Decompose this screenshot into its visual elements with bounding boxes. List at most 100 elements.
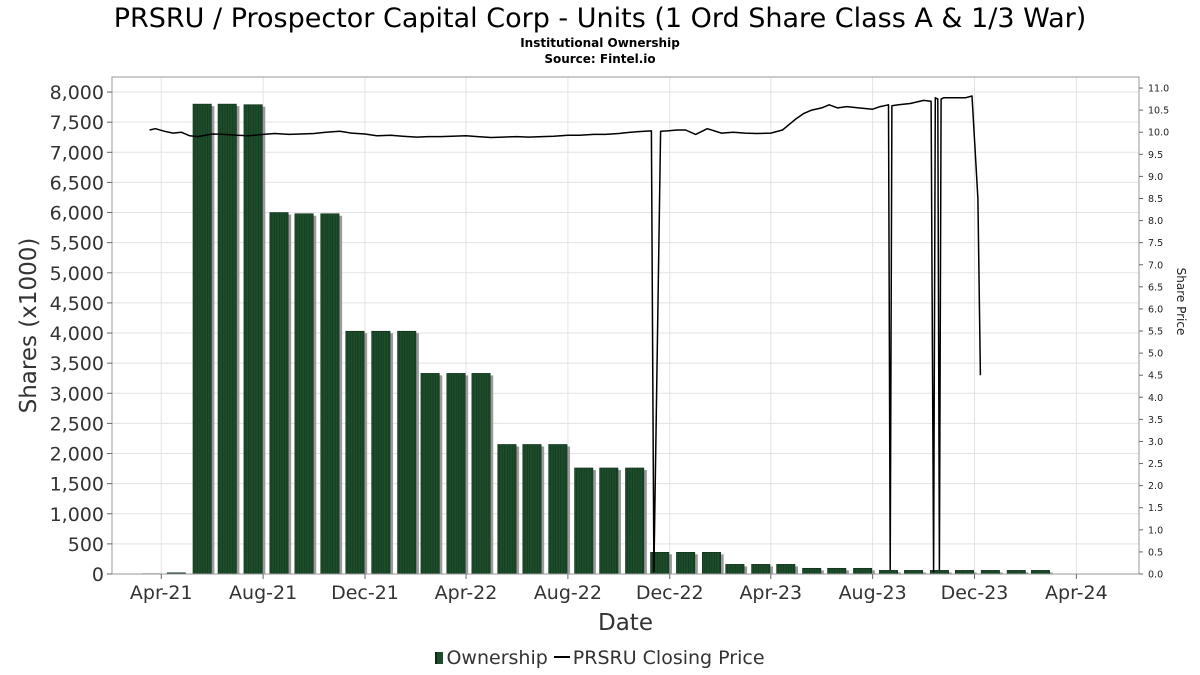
price-line [149, 95, 982, 573]
y2-tick-label: 7.5 [1148, 238, 1163, 249]
ownership-bar [471, 373, 494, 575]
ownership-bar [192, 103, 215, 575]
y2-tick-label: 2.0 [1148, 481, 1163, 492]
y-axis-ticks: 0 500 1,000 1,500 2,000 2,500 3,000 3,500 4,000 4… [50, 82, 112, 586]
ownership-bar [853, 567, 875, 575]
legend: Ownership PRSRU Closing Price [0, 647, 1200, 669]
ownership-bar [548, 444, 571, 575]
y2-tick-label: 5.5 [1148, 327, 1163, 338]
y-tick-label: 3,000 [50, 383, 104, 405]
ownership-bar [522, 444, 545, 575]
y2-tick-label: 10.0 [1148, 128, 1169, 139]
ownership-bar [980, 570, 1003, 575]
x-tick-label: Aug-21 [229, 582, 297, 604]
ownership-bar [650, 552, 672, 575]
y2-tick-label: 0.0 [1148, 570, 1163, 581]
y-tick-label: 5,000 [50, 263, 104, 285]
ownership-bar [1006, 570, 1029, 575]
y-axis-label: Shares (x1000) [16, 238, 42, 414]
y2-tick-label: 10.5 [1148, 106, 1169, 117]
x-tick-label: Dec-21 [331, 582, 399, 604]
x-axis-label: Date [598, 610, 653, 636]
y-tick-label: 0 [92, 564, 104, 586]
y-tick-label: 2,500 [50, 413, 104, 435]
ownership-bar [776, 564, 798, 575]
x-tick-label: Apr-24 [1045, 582, 1108, 604]
y2-tick-label: 1.5 [1148, 503, 1163, 514]
x-tick-label: Dec-23 [941, 582, 1009, 604]
ownership-bar [243, 104, 266, 575]
y2-tick-label: 4.5 [1148, 371, 1163, 382]
ownership-bar [294, 213, 317, 575]
y-tick-label: 1,500 [50, 474, 104, 496]
y-tick-label: 3,500 [50, 353, 104, 375]
legend-ownership[interactable]: Ownership [446, 647, 548, 669]
ownership-bar [599, 467, 621, 575]
ownership-bar [397, 330, 419, 575]
ownership-bar [955, 570, 977, 575]
y2-tick-label: 3.5 [1148, 415, 1163, 426]
y2-tick-label: 5.0 [1148, 349, 1163, 360]
x-tick-label: Apr-21 [130, 582, 193, 604]
y-tick-label: 500 [68, 534, 104, 556]
ownership-bar [320, 213, 343, 575]
y2-axis-label: Share Price [1174, 268, 1188, 336]
y2-tick-label: 2.5 [1148, 459, 1163, 470]
x-tick-label: Aug-23 [839, 582, 907, 604]
ownership-legend-swatch [435, 652, 444, 664]
ownership-bar [802, 567, 824, 575]
x-tick-label: Apr-22 [435, 582, 498, 604]
x-tick-label: Dec-22 [636, 582, 704, 604]
y-tick-label: 4,500 [50, 293, 104, 315]
y-tick-label: 4,000 [50, 323, 104, 345]
y2-tick-label: 6.5 [1148, 282, 1163, 293]
y-tick-label: 8,000 [50, 82, 104, 104]
y2-tick-label: 9.0 [1148, 172, 1163, 183]
ownership-bar [676, 552, 698, 575]
y2-tick-label: 9.5 [1148, 150, 1163, 161]
ownership-bar [269, 212, 292, 575]
y2-tick-label: 6.0 [1148, 304, 1163, 315]
legend-price[interactable]: PRSRU Closing Price [572, 647, 765, 669]
x-tick-label: Apr-23 [739, 582, 802, 604]
ownership-bar [420, 373, 443, 575]
chart-source: Source: Fintel.io [544, 52, 656, 66]
chart-title: PRSRU / Prospector Capital Corp - Units … [113, 3, 1087, 34]
y-tick-label: 7,000 [50, 142, 104, 164]
ownership-bar [574, 467, 596, 575]
ownership-bars [141, 103, 1053, 575]
y-tick-label: 6,500 [50, 172, 104, 194]
y2-tick-label: 8.5 [1148, 194, 1163, 205]
y-tick-label: 6,000 [50, 203, 104, 225]
y2-tick-label: 1.0 [1148, 525, 1163, 536]
price-legend-swatch [553, 656, 570, 658]
ownership-bar [371, 330, 394, 575]
ownership-bar [879, 570, 901, 575]
ownership-bar [497, 444, 520, 575]
ownership-bar [827, 567, 849, 575]
y2-tick-label: 4.0 [1148, 393, 1163, 404]
ownership-bar [702, 552, 724, 575]
y-tick-label: 1,000 [50, 504, 104, 526]
y2-tick-label: 0.5 [1148, 547, 1163, 558]
y-tick-label: 7,500 [50, 112, 104, 134]
ownership-bar [625, 467, 647, 575]
ownership-bar [751, 564, 773, 575]
y-tick-label: 2,000 [50, 444, 104, 466]
y-tick-label: 5,500 [50, 233, 104, 255]
x-axis-ticks: Apr-21 Aug-21 Dec-21 Apr-22 Aug-22 Dec-22 Apr-… [130, 574, 1108, 604]
ownership-bar [904, 570, 926, 575]
x-tick-label: Aug-22 [534, 582, 602, 604]
ownership-bar [446, 373, 469, 575]
ownership-bar [345, 330, 368, 575]
y2-tick-label: 7.0 [1148, 260, 1163, 271]
y2-tick-label: 11.0 [1148, 84, 1169, 95]
ownership-bar [217, 103, 240, 575]
chart-subtitle: Institutional Ownership [520, 36, 680, 50]
plot-frame [111, 76, 1140, 575]
y2-tick-label: 3.0 [1148, 437, 1163, 448]
ownership-bar [1030, 570, 1053, 575]
y2-tick-label: 8.0 [1148, 216, 1163, 227]
ownership-bar [725, 564, 748, 575]
